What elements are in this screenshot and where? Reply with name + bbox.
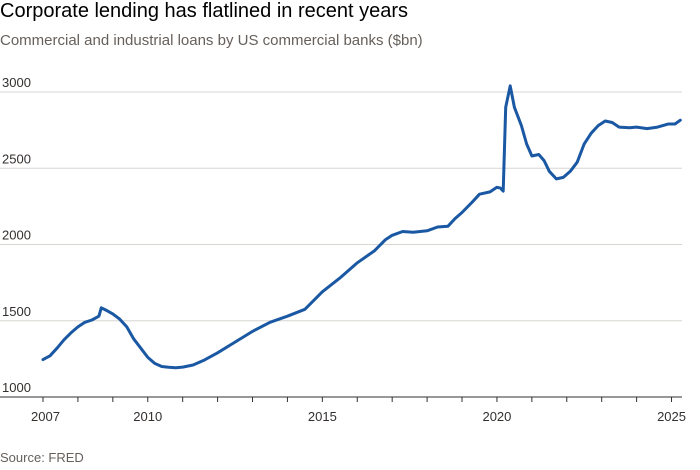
y-tick-label: 2500 bbox=[2, 151, 31, 166]
series-line bbox=[41, 84, 682, 370]
y-tick-label: 1500 bbox=[2, 304, 31, 319]
x-tick-label: 2025 bbox=[657, 409, 686, 424]
chart-subtitle: Commercial and industrial loans by US co… bbox=[0, 32, 423, 49]
gridlines bbox=[0, 91, 682, 398]
x-tick-label: 2020 bbox=[482, 409, 511, 424]
line-chart: 2007 2010 2015 2020 2025 1000 1500 2000 2500 300… bbox=[0, 75, 686, 424]
series-layer bbox=[41, 84, 682, 370]
y-axis: 1000 1500 2000 2500 3000 bbox=[2, 75, 31, 395]
chart-title: Corporate lending has flatlined in recen… bbox=[0, 0, 409, 22]
y-tick-label: 2000 bbox=[2, 228, 31, 243]
x-tick-label: 2015 bbox=[308, 409, 337, 424]
source-note: Source: FRED bbox=[0, 450, 84, 465]
y-tick-label: 3000 bbox=[2, 75, 31, 90]
y-tick-label: 1000 bbox=[2, 380, 31, 395]
x-tick-label: 2007 bbox=[31, 409, 60, 424]
x-tick-label: 2010 bbox=[133, 409, 162, 424]
x-axis: 2007 2010 2015 2020 2025 bbox=[31, 397, 686, 424]
